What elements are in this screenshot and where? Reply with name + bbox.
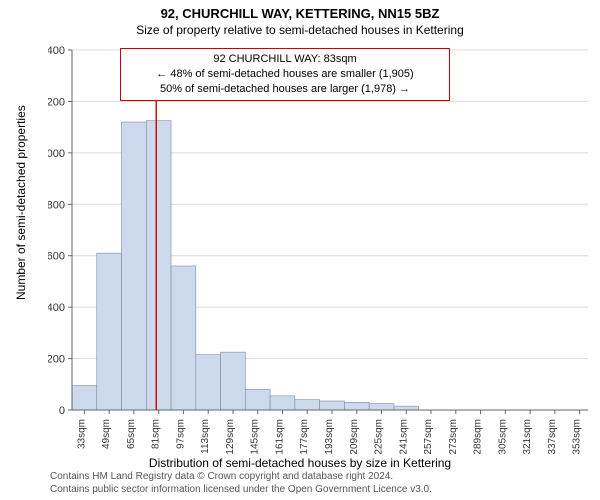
svg-text:241sqm: 241sqm bbox=[398, 419, 409, 454]
svg-text:177sqm: 177sqm bbox=[299, 419, 310, 454]
svg-text:289sqm: 289sqm bbox=[473, 419, 484, 454]
svg-text:209sqm: 209sqm bbox=[349, 419, 360, 454]
svg-text:1000: 1000 bbox=[48, 148, 65, 160]
legend-line-2: ← 48% of semi-detached houses are smalle… bbox=[129, 67, 441, 82]
histogram-bar bbox=[221, 352, 246, 410]
svg-text:1400: 1400 bbox=[48, 45, 65, 57]
footer-line-2: Contains public sector information licen… bbox=[50, 484, 432, 497]
histogram-bar bbox=[270, 396, 295, 410]
svg-text:200: 200 bbox=[48, 354, 65, 366]
histogram-bar bbox=[122, 122, 147, 410]
histogram-bar bbox=[146, 121, 171, 410]
svg-text:193sqm: 193sqm bbox=[324, 419, 335, 454]
histogram-bar bbox=[295, 400, 320, 410]
footer-line-1: Contains HM Land Registry data © Crown c… bbox=[50, 471, 432, 484]
svg-text:113sqm: 113sqm bbox=[200, 419, 211, 454]
histogram-bar bbox=[394, 406, 419, 410]
svg-text:353sqm: 353sqm bbox=[572, 419, 583, 454]
svg-text:600: 600 bbox=[48, 251, 65, 263]
legend-line-1: 92 CHURCHILL WAY: 83sqm bbox=[129, 52, 441, 67]
svg-text:1200: 1200 bbox=[48, 96, 65, 108]
svg-text:305sqm: 305sqm bbox=[497, 419, 508, 454]
histogram-bar bbox=[72, 386, 97, 410]
svg-text:257sqm: 257sqm bbox=[423, 419, 434, 454]
footer-attribution: Contains HM Land Registry data © Crown c… bbox=[50, 471, 432, 496]
histogram-bar bbox=[320, 401, 345, 410]
svg-text:129sqm: 129sqm bbox=[225, 419, 236, 454]
histogram-bar bbox=[245, 389, 270, 410]
histogram-bar bbox=[344, 402, 369, 410]
svg-text:0: 0 bbox=[59, 405, 65, 417]
svg-text:49sqm: 49sqm bbox=[101, 419, 112, 449]
svg-text:273sqm: 273sqm bbox=[448, 419, 459, 454]
histogram-bar bbox=[171, 266, 196, 410]
svg-text:97sqm: 97sqm bbox=[175, 419, 186, 449]
chart-title: 92, CHURCHILL WAY, KETTERING, NN15 5BZ bbox=[0, 0, 600, 21]
svg-text:81sqm: 81sqm bbox=[151, 419, 162, 449]
svg-text:65sqm: 65sqm bbox=[126, 419, 137, 449]
y-axis-label: Number of semi-detached properties bbox=[14, 105, 28, 300]
chart-subtitle: Size of property relative to semi-detach… bbox=[0, 21, 600, 37]
histogram-bar bbox=[196, 355, 221, 410]
svg-text:800: 800 bbox=[48, 199, 65, 211]
histogram-bar bbox=[369, 404, 394, 410]
svg-text:337sqm: 337sqm bbox=[547, 419, 558, 454]
svg-text:225sqm: 225sqm bbox=[374, 419, 385, 454]
legend-box: 92 CHURCHILL WAY: 83sqm ← 48% of semi-de… bbox=[120, 48, 450, 101]
svg-text:161sqm: 161sqm bbox=[274, 419, 285, 454]
svg-text:321sqm: 321sqm bbox=[522, 419, 533, 454]
legend-line-3: 50% of semi-detached houses are larger (… bbox=[129, 82, 441, 97]
histogram-bar bbox=[97, 253, 122, 410]
svg-text:33sqm: 33sqm bbox=[76, 419, 87, 449]
svg-text:400: 400 bbox=[48, 302, 65, 314]
svg-text:145sqm: 145sqm bbox=[250, 419, 261, 454]
chart-plot-area: 0 200 400 600 800 1000 1200 1400 33sqm 49sqm 65sqm… bbox=[48, 44, 588, 459]
